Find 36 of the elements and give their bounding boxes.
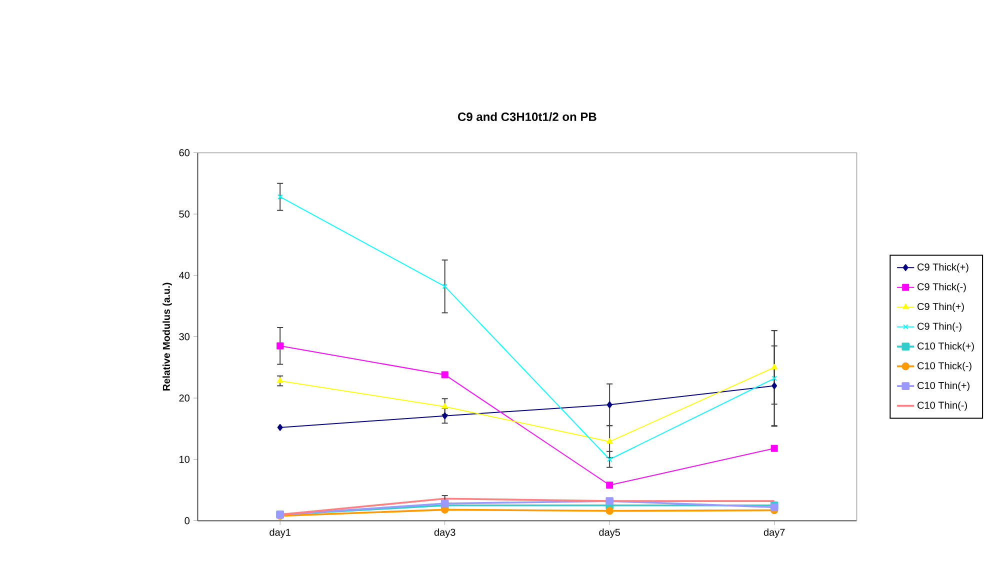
point	[276, 377, 284, 383]
y-tick-label: 20	[179, 394, 190, 402]
y-tick-label: 50	[179, 210, 190, 218]
point	[276, 342, 284, 350]
x-tick-label: day5	[599, 528, 620, 538]
point	[772, 382, 778, 390]
legend-label: C10 Thick(-)	[918, 362, 972, 372]
point	[606, 438, 613, 444]
legend-label: C9 Thin(-)	[918, 322, 962, 332]
point	[771, 364, 778, 370]
y-tick-label: 0	[184, 517, 190, 524]
legend-label: C10 Thin(+)	[918, 382, 970, 392]
y-tick-label: 10	[180, 456, 190, 463]
point	[606, 401, 612, 408]
point	[277, 194, 283, 200]
x-tick-label: day7	[764, 528, 785, 538]
legend-label: C9 Thin(+)	[918, 302, 964, 312]
legend-label: C10 Thin(-)	[918, 401, 967, 411]
point	[772, 376, 777, 382]
point	[606, 482, 614, 489]
point	[606, 497, 614, 505]
legend-label: C9 Thick(-)	[918, 282, 966, 292]
x-tick-label: day3	[434, 528, 456, 538]
y-tick-label: 40	[179, 272, 190, 279]
point	[442, 284, 448, 290]
legend-label: C9 Thick(+)	[918, 263, 968, 273]
point	[770, 444, 778, 452]
y-tick-label: 60	[179, 149, 190, 156]
chart-title: C9 and C3H10t1/2 on PB	[458, 112, 596, 122]
y-axis-title: Relative Modulus (a.u.)	[162, 282, 172, 390]
point	[277, 424, 283, 431]
legend-label: C10 Thick(+)	[918, 342, 974, 352]
point	[606, 506, 614, 515]
y-tick-label: 30	[179, 333, 190, 340]
point	[441, 371, 448, 378]
x-tick-label: day1	[270, 528, 290, 538]
